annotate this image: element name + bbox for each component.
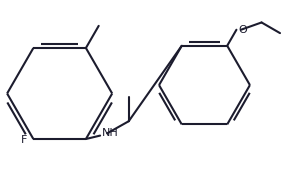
Text: NH: NH [102,128,118,138]
Text: O: O [239,25,247,35]
Text: F: F [21,135,27,145]
